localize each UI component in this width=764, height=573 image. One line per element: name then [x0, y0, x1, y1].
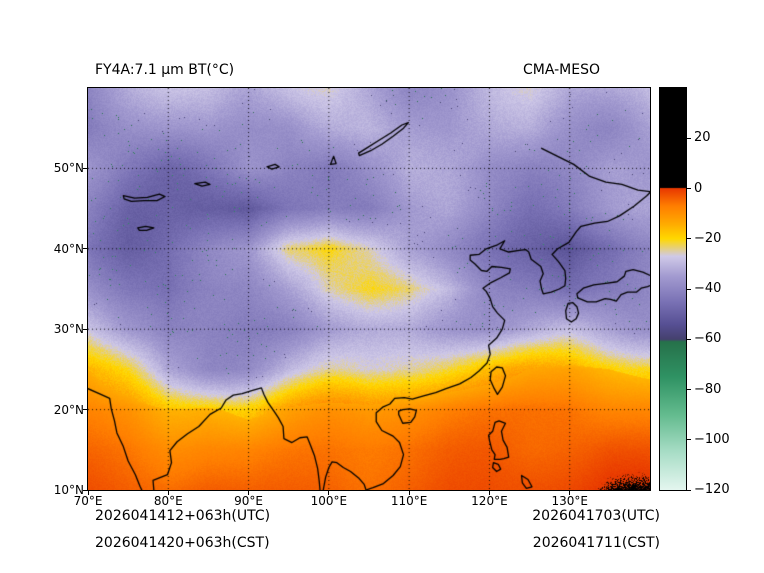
- y-tick-mark: [83, 248, 87, 249]
- colorbar-tick-label: 20: [694, 131, 738, 145]
- x-tick-label: 70°E: [58, 494, 118, 508]
- colorbar-tick-mark: [687, 490, 691, 491]
- y-tick-label: 30°N: [40, 322, 84, 336]
- x-tick-mark: [328, 491, 329, 495]
- footer-valid-time-cst: 2026041711(CST): [440, 535, 660, 551]
- colorbar-tick-label: −20: [694, 232, 738, 246]
- x-tick-mark: [168, 491, 169, 495]
- colorbar-tick-label: −120: [694, 483, 738, 497]
- colorbar: [660, 88, 686, 490]
- colorbar-tick-mark: [687, 188, 691, 189]
- y-tick-label: 50°N: [40, 161, 84, 175]
- y-tick-label: 40°N: [40, 242, 84, 256]
- colorbar-tick-mark: [687, 439, 691, 440]
- x-tick-label: 100°E: [299, 494, 359, 508]
- x-tick-mark: [569, 491, 570, 495]
- plot-title-left: FY4A:7.1 μm BT(°C): [95, 62, 234, 78]
- x-tick-mark: [409, 491, 410, 495]
- footer-init-time-cst: 2026041420+063h(CST): [95, 535, 270, 551]
- colorbar-tick-label: −60: [694, 332, 738, 346]
- x-tick-label: 130°E: [540, 494, 600, 508]
- colorbar-tick-label: −100: [694, 433, 738, 447]
- colorbar-tick-label: −40: [694, 282, 738, 296]
- colorbar-tick-mark: [687, 389, 691, 390]
- footer-init-time-utc: 2026041412+063h(UTC): [95, 508, 270, 524]
- brightness-temperature-map: [88, 88, 650, 490]
- colorbar-tick-mark: [687, 289, 691, 290]
- y-tick-mark: [83, 490, 87, 491]
- x-tick-mark: [248, 491, 249, 495]
- footer-valid-time-utc: 2026041703(UTC): [440, 508, 660, 524]
- plot-title-right: CMA-MESO: [440, 62, 600, 78]
- y-tick-label: 20°N: [40, 403, 84, 417]
- x-tick-label: 110°E: [379, 494, 439, 508]
- y-tick-mark: [83, 409, 87, 410]
- x-tick-label: 80°E: [138, 494, 198, 508]
- x-tick-label: 120°E: [459, 494, 519, 508]
- colorbar-tick-mark: [687, 238, 691, 239]
- y-tick-mark: [83, 329, 87, 330]
- x-tick-mark: [88, 491, 89, 495]
- y-tick-mark: [83, 168, 87, 169]
- colorbar-tick-mark: [687, 138, 691, 139]
- colorbar-tick-label: 0: [694, 182, 738, 196]
- x-tick-label: 90°E: [219, 494, 279, 508]
- map-plot-area: [88, 88, 650, 490]
- colorbar-tick-mark: [687, 339, 691, 340]
- figure: FY4A:7.1 μm BT(°C) CMA-MESO 50°N 40°N 30°N…: [0, 0, 764, 573]
- colorbar-tick-label: −80: [694, 383, 738, 397]
- x-tick-mark: [489, 491, 490, 495]
